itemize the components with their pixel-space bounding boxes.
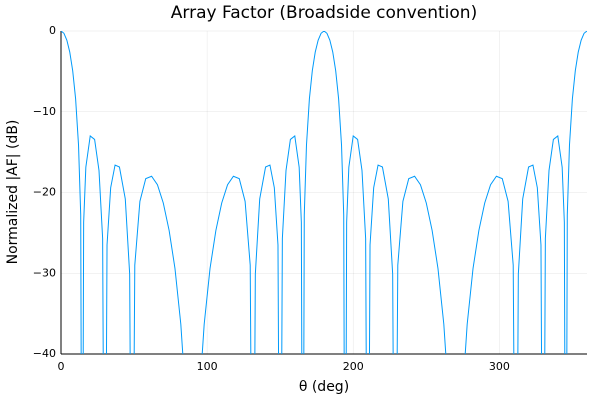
y-tick-label: −20 — [33, 186, 56, 199]
y-axis-label: Normalized |AF| (dB) — [5, 120, 21, 265]
data-line — [61, 31, 587, 354]
y-tick-label: 0 — [49, 24, 56, 37]
y-tick-label: −10 — [33, 105, 56, 118]
x-tick-label: 0 — [58, 360, 65, 373]
x-tick-label: 200 — [343, 360, 364, 373]
chart-title: Array Factor (Broadside convention) — [171, 3, 477, 23]
y-tick-label: −30 — [33, 266, 56, 279]
x-tick-label: 300 — [489, 360, 510, 373]
x-tick-label: 100 — [197, 360, 218, 373]
x-axis-label: θ (deg) — [299, 379, 349, 395]
y-tick-label: −40 — [33, 347, 56, 360]
